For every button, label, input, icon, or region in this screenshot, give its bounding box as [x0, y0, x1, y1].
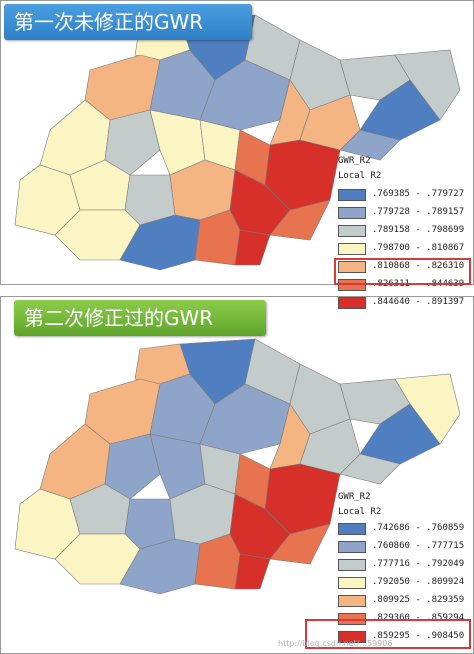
legend-subtitle: Local R2 [338, 171, 382, 181]
map-region [394, 49, 461, 121]
bottom-map-panel: 第二次修正过的GWR GWR_R2 Local R2 .742686 - .76… [0, 296, 474, 654]
legend-item: .809925 - .829359 [338, 594, 474, 608]
legend-item: .844640 - .891397 [338, 296, 474, 310]
legend-range-label: .809925 - .829359 [372, 595, 465, 605]
legend-swatch [338, 577, 366, 589]
legend-range-label: .760860 - .777715 [372, 541, 465, 551]
legend-range-label: .810868 - .826310 [372, 261, 465, 271]
map-region [234, 553, 271, 590]
bottom-choropleth-map [14, 338, 461, 595]
legend-item: .777716 - .792049 [338, 558, 474, 572]
legend-item: .810868 - .826310 [338, 260, 474, 274]
top-map-panel: 第一次未修正的GWR GWR_R2 Local R2 .769385 - .77… [0, 0, 474, 309]
legend-swatch [338, 297, 366, 309]
legend-item: .792050 - .809924 [338, 576, 474, 590]
legend-swatch [338, 225, 366, 237]
map-region [299, 418, 361, 475]
bottom-highlight-box [305, 619, 471, 649]
map-region [104, 433, 161, 500]
legend-range-label: .798700 - .810867 [372, 243, 465, 253]
legend-range-label: .792050 - .809924 [372, 577, 465, 587]
map-region [269, 199, 331, 241]
legend-subtitle: Local R2 [338, 507, 382, 517]
legend-range-label: .779728 - .789157 [372, 207, 465, 217]
legend-swatch [338, 523, 366, 535]
map-region [104, 109, 161, 176]
legend-title: GWR_R2 [338, 492, 371, 502]
legend-range-label: .789158 - .798699 [372, 225, 465, 235]
watermark: http://blog.csdn.net/...59906 [278, 639, 393, 648]
legend-swatch [338, 279, 366, 291]
top-choropleth-map [14, 14, 461, 271]
legend-item: .769385 - .779727 [338, 188, 474, 202]
legend-range-label: .829360 - .859294 [372, 613, 465, 623]
map-region [269, 523, 331, 565]
legend-swatch [338, 261, 366, 273]
legend-swatch [338, 189, 366, 201]
legend-swatch [338, 541, 366, 553]
legend-range-label: .777716 - .792049 [372, 559, 465, 569]
legend-item: .859295 - .908450 [338, 630, 474, 644]
legend-swatch [338, 631, 366, 643]
legend-item: .742686 - .760859 [338, 522, 474, 536]
legend-title: GWR_R2 [338, 156, 371, 166]
map-region [299, 94, 361, 151]
legend-item: .798700 - .810867 [338, 242, 474, 256]
legend-range-label: .742686 - .760859 [372, 523, 465, 533]
legend-swatch [338, 243, 366, 255]
legend-range-label: .844640 - .891397 [372, 297, 465, 307]
legend-swatch [338, 559, 366, 571]
legend-item: .789158 - .798699 [338, 224, 474, 238]
map-region [234, 229, 271, 266]
top-panel-title: 第一次未修正的GWR [4, 4, 252, 40]
legend-swatch [338, 207, 366, 219]
legend-item: .760860 - .777715 [338, 540, 474, 554]
legend-swatch [338, 595, 366, 607]
legend-item: .779728 - .789157 [338, 206, 474, 220]
legend-range-label: .859295 - .908450 [372, 631, 465, 641]
map-region [394, 373, 461, 445]
top-highlight-box [334, 258, 471, 285]
bottom-panel-title: 第二次修正过的GWR [14, 300, 266, 336]
legend-range-label: .769385 - .779727 [372, 189, 465, 199]
